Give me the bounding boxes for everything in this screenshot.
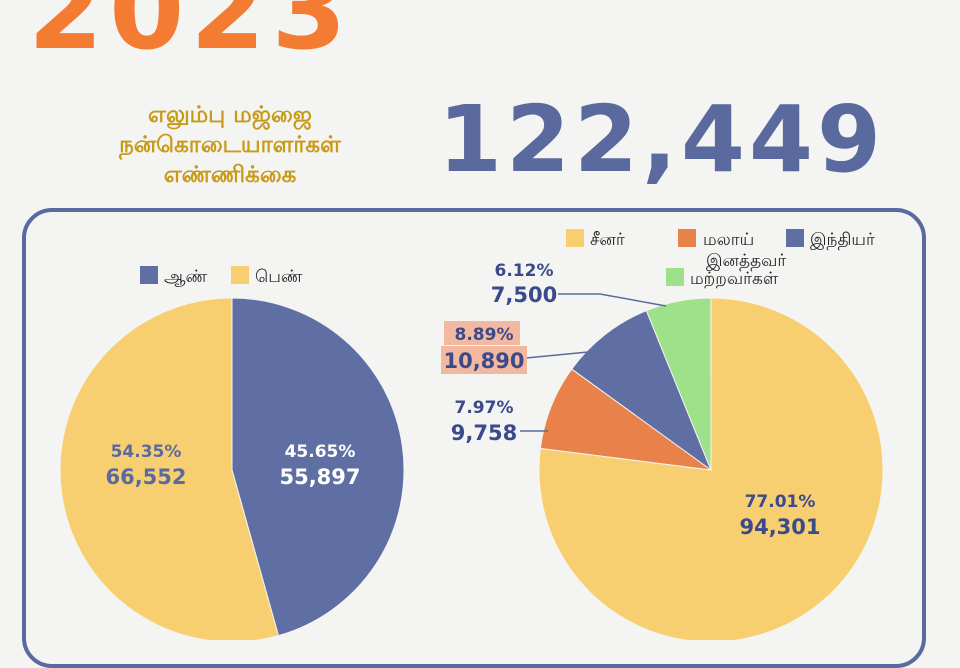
malay-value-label: 9,758: [451, 421, 517, 445]
legend-label-chinese: சீனர்: [590, 230, 625, 250]
leader-line-others: [558, 293, 667, 307]
indian-value-highlight: [441, 346, 527, 374]
donor-label-line-1: எலும்பு மஜ்ஜை: [148, 102, 312, 128]
year-heading: 2023: [28, 0, 353, 74]
legend-label-female: பெண்: [255, 267, 303, 287]
donor-label-line-3: எண்ணிக்கை: [163, 162, 297, 188]
female-pct-label: 54.35%: [111, 442, 182, 462]
indian-label-highlight: [444, 321, 520, 345]
legend-swatch-indian: [786, 229, 804, 247]
charts-canvas: ஆண் பெண் சீனர் மலாய் இந்தியர் இனத்தவர் ம…: [59, 229, 884, 640]
female-value-label: 66,552: [105, 465, 186, 489]
legend-label-indian-line2: இனத்தவர்: [706, 251, 786, 271]
pie-slice-male: [231, 297, 405, 637]
pie-slice-indian: [571, 309, 713, 472]
chinese-value-label: 94,301: [739, 515, 820, 539]
pie-slice-others: [645, 297, 712, 471]
indian-pct-label: 8.89%: [455, 325, 514, 345]
donor-count-label: எலும்பு மஜ்ஜை நன்கொடையாளர்கள் எண்ணிக்கை: [60, 100, 400, 190]
legend-label-male: ஆண்: [164, 267, 207, 287]
legend-swatch-malay: [678, 229, 696, 247]
pie-slice-female: [59, 297, 280, 640]
legend-swatch-others: [666, 268, 684, 286]
legend-label-indian: இந்தியர்: [810, 230, 875, 250]
male-pct-label: 45.65%: [285, 442, 356, 462]
legend-swatch-male: [140, 266, 158, 284]
gender-pie: [59, 297, 405, 640]
leader-line-indian: [525, 351, 589, 359]
malay-pct-label: 7.97%: [455, 398, 514, 418]
legend-label-malay: மலாய்: [703, 230, 754, 250]
ethnicity-pie: [538, 297, 884, 640]
chinese-pct-label: 77.01%: [745, 492, 816, 512]
others-pct-label: 6.12%: [495, 261, 554, 281]
male-value-label: 55,897: [279, 465, 360, 489]
others-value-label: 7,500: [491, 283, 557, 307]
legend-swatch-female: [231, 266, 249, 284]
indian-value-label: 10,890: [443, 349, 524, 373]
legend-label-others: மற்றவர்கள்: [690, 269, 779, 289]
donor-total: 122,449: [438, 86, 886, 193]
legend-swatch-chinese: [566, 229, 584, 247]
donor-label-line-2: நன்கொடையாளர்கள்: [119, 132, 341, 158]
